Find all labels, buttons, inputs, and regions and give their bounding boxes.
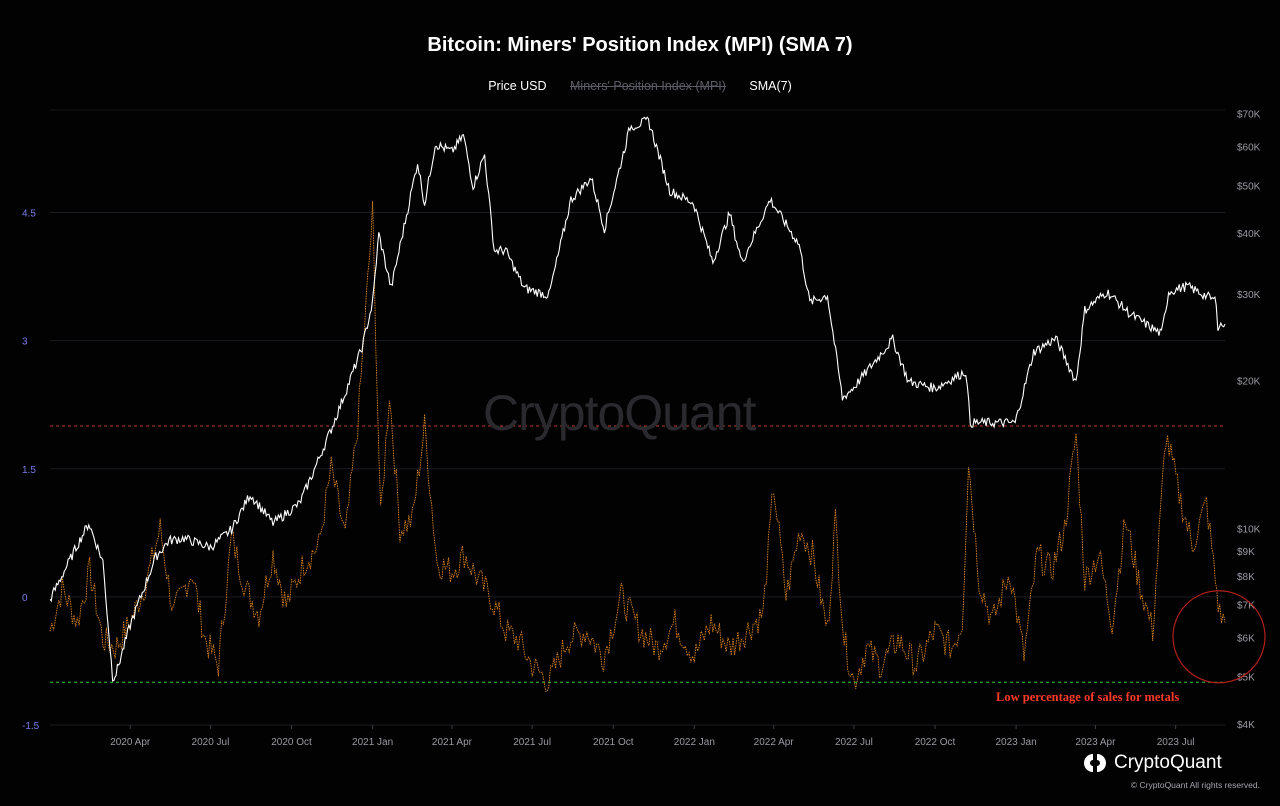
legend-sma7[interactable]: SMA(7) [749, 79, 792, 93]
brand-logo: CryptoQuant [1082, 752, 1222, 774]
x-tick-label: 2020 Jul [192, 737, 230, 748]
brand-name: CryptoQuant [1114, 752, 1222, 773]
x-tick-label: 2020 Oct [271, 737, 312, 748]
x-tick-label: 2021 Apr [432, 737, 473, 748]
highlight-circle [1172, 590, 1266, 684]
x-tick-label: 2022 Jan [674, 737, 715, 748]
x-tick-label: 2021 Jan [352, 737, 393, 748]
y-right-tick-label: $7K [1237, 601, 1255, 612]
y-left-tick-label: 4.5 [22, 209, 36, 220]
x-tick-label: 2023 Apr [1075, 737, 1116, 748]
series-price-line [49, 116, 1226, 682]
y-right-tick-label: $8K [1237, 572, 1255, 583]
y-left-tick-label: 3 [22, 337, 28, 348]
x-tick-label: 2022 Jul [835, 737, 873, 748]
y-right-tick-label: $50K [1237, 181, 1261, 192]
y-right-tick-label: $4K [1237, 720, 1255, 731]
y-right-tick-label: $9K [1237, 547, 1255, 558]
legend-mpi[interactable]: Miners' Position Index (MPI) [570, 79, 726, 93]
y-right-tick-label: $5K [1237, 672, 1255, 683]
x-tick-label: 2020 Apr [110, 737, 151, 748]
annotation-text: Low percentage of sales for metals [996, 690, 1180, 704]
x-tick-label: 2023 Jan [996, 737, 1037, 748]
y-right-tick-label: $30K [1237, 290, 1261, 301]
y-right-tick-label: $10K [1237, 525, 1261, 536]
chart-title: Bitcoin: Miners' Position Index (MPI) (S… [427, 34, 853, 56]
cryptoquant-logo-icon [1084, 754, 1106, 772]
y-right-tick-label: $6K [1237, 634, 1255, 645]
legend: Price USD Miners' Position Index (MPI) S… [0, 79, 1280, 93]
x-tick-label: 2023 Jul [1157, 737, 1195, 748]
x-tick-label: 2022 Oct [915, 737, 956, 748]
series-sma7-line [49, 201, 1226, 692]
y-left-tick-label: -1.5 [22, 721, 40, 732]
y-right-tick-label: $60K [1237, 142, 1261, 153]
watermark: CryptoQuant [483, 385, 756, 441]
y-right-tick-label: $70K [1237, 110, 1261, 121]
copyright: © CryptoQuant All rights reserved. [1130, 780, 1260, 790]
x-tick-label: 2021 Jul [513, 737, 551, 748]
y-left-tick-label: 0 [22, 593, 28, 604]
y-right-tick-label: $20K [1237, 377, 1261, 388]
legend-price-usd[interactable]: Price USD [488, 79, 547, 93]
x-tick-label: 2022 Apr [754, 737, 795, 748]
y-right-tick-label: $40K [1237, 229, 1261, 240]
x-tick-label: 2021 Oct [593, 737, 634, 748]
y-left-tick-label: 1.5 [22, 465, 36, 476]
